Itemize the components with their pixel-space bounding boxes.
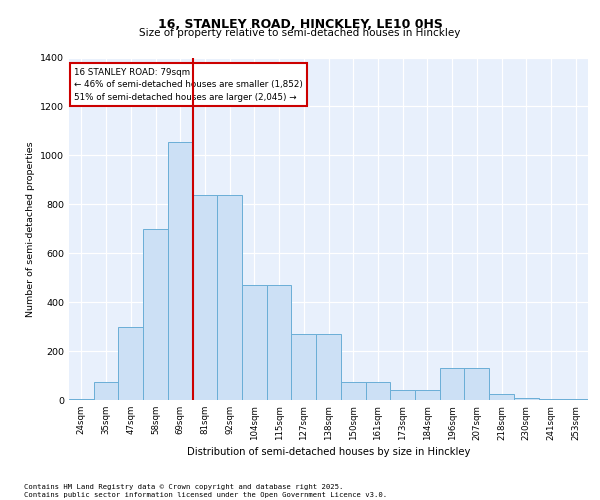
Bar [539,399,563,400]
Bar [94,382,118,400]
X-axis label: Distribution of semi-detached houses by size in Hinckley: Distribution of semi-detached houses by … [187,446,470,456]
Bar [168,142,193,400]
Text: Contains HM Land Registry data © Crown copyright and database right 2025.
Contai: Contains HM Land Registry data © Crown c… [24,484,387,498]
Bar [489,394,514,400]
Bar [69,399,94,400]
Bar [267,285,292,400]
Bar [193,194,217,400]
Text: 16 STANLEY ROAD: 79sqm
← 46% of semi-detached houses are smaller (1,852)
51% of : 16 STANLEY ROAD: 79sqm ← 46% of semi-det… [74,68,303,102]
Bar [440,368,464,400]
Bar [514,398,539,400]
Y-axis label: Number of semi-detached properties: Number of semi-detached properties [26,141,35,316]
Bar [341,382,365,400]
Bar [316,334,341,400]
Bar [464,368,489,400]
Bar [217,194,242,400]
Bar [118,326,143,400]
Bar [242,285,267,400]
Bar [563,399,588,400]
Bar [390,390,415,400]
Bar [415,390,440,400]
Bar [365,382,390,400]
Text: Size of property relative to semi-detached houses in Hinckley: Size of property relative to semi-detach… [139,28,461,38]
Bar [143,229,168,400]
Text: 16, STANLEY ROAD, HINCKLEY, LE10 0HS: 16, STANLEY ROAD, HINCKLEY, LE10 0HS [158,18,442,30]
Bar [292,334,316,400]
